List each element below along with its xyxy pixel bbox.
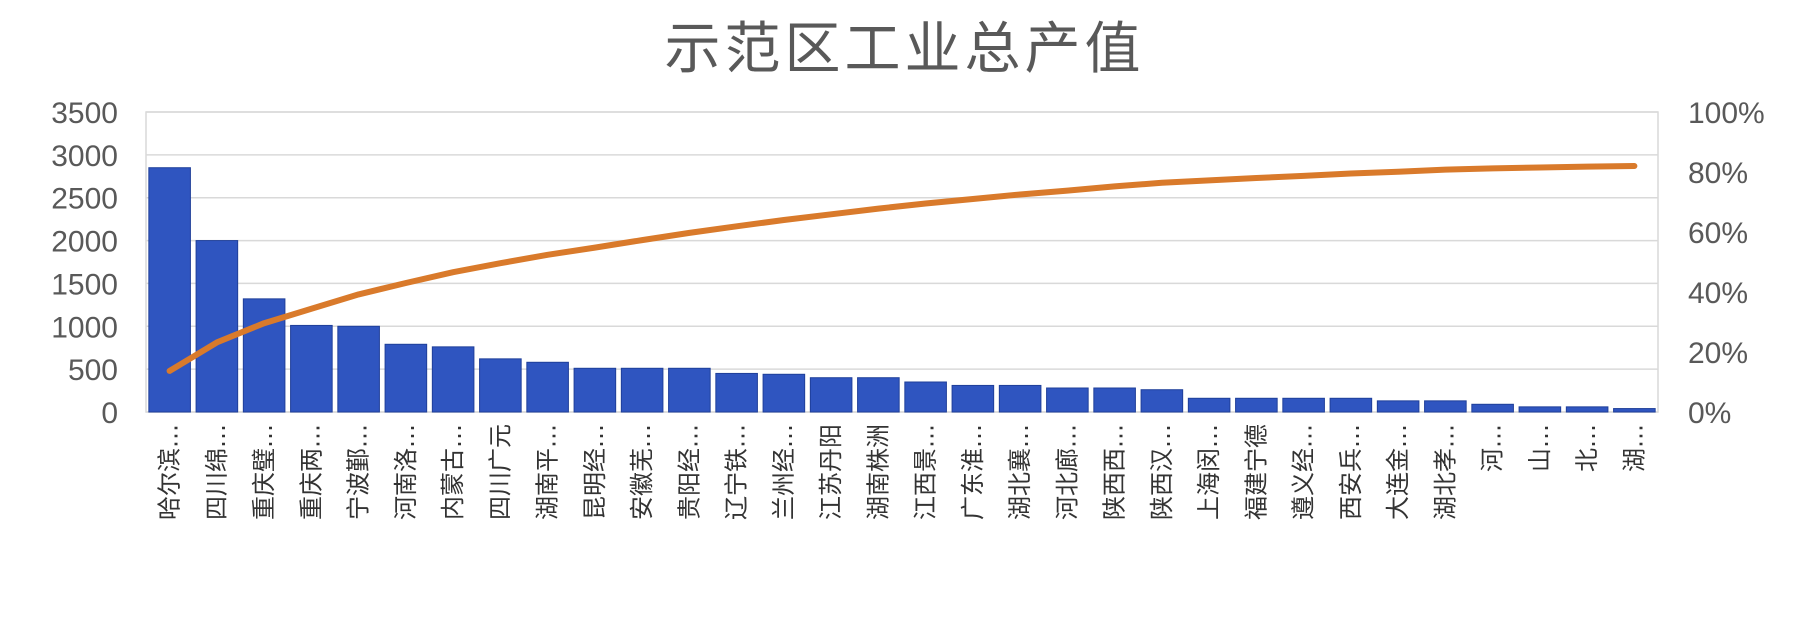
category-label: 山… xyxy=(1526,424,1554,472)
bar xyxy=(1140,389,1184,413)
left-axis-tick-label: 500 xyxy=(68,354,118,387)
category-label: 北… xyxy=(1573,424,1601,472)
category-label: 哈尔滨… xyxy=(156,424,184,520)
bar xyxy=(998,384,1042,413)
category-label: 湖南株洲 xyxy=(864,424,892,520)
bar xyxy=(809,377,853,413)
bar xyxy=(762,373,806,413)
left-axis-tick-label: 1000 xyxy=(51,311,118,344)
category-label: 重庆两… xyxy=(297,424,325,520)
category-label: 湖… xyxy=(1620,424,1648,472)
bar xyxy=(195,240,239,413)
category-label: 重庆璧… xyxy=(250,424,278,520)
category-label: 昆明经… xyxy=(581,424,609,520)
bar xyxy=(290,324,333,413)
category-label: 湖北孝… xyxy=(1431,424,1459,520)
bar xyxy=(668,367,711,413)
right-axis-tick-label: 60% xyxy=(1688,217,1748,250)
bar xyxy=(526,361,569,413)
bar xyxy=(1046,387,1089,413)
right-axis-tick-label: 20% xyxy=(1688,337,1748,370)
category-label: 江苏丹阳 xyxy=(817,424,845,520)
left-axis-tick-label: 3500 xyxy=(51,97,118,130)
category-label: 西安兵… xyxy=(1337,424,1365,520)
category-label: 宁波鄞… xyxy=(345,424,373,520)
bar xyxy=(1613,408,1656,413)
category-label: 辽宁铁… xyxy=(723,424,751,520)
bar xyxy=(431,346,475,413)
bar xyxy=(1282,397,1325,413)
bar xyxy=(384,343,428,413)
category-label: 上海闵… xyxy=(1195,424,1223,520)
bar xyxy=(573,367,617,413)
category-label: 四川绵… xyxy=(203,424,231,520)
category-label: 内蒙古… xyxy=(439,424,467,520)
category-label: 福建宁德 xyxy=(1242,424,1270,520)
bar xyxy=(1093,387,1136,413)
category-label: 安徽芜… xyxy=(628,424,656,520)
left-axis-tick-label: 0 xyxy=(101,397,118,430)
category-label: 遵义经… xyxy=(1290,424,1318,520)
cumulative-line xyxy=(166,163,1638,374)
category-label: 湖南平… xyxy=(534,424,562,520)
bar xyxy=(715,372,758,413)
category-label: 河北廊… xyxy=(1053,424,1081,520)
bar xyxy=(857,377,900,413)
category-label: 陕西汉… xyxy=(1148,424,1176,520)
bar xyxy=(479,358,522,413)
category-label: 四川广元 xyxy=(486,424,514,520)
bar xyxy=(1424,400,1467,413)
chart-title: 示范区工业总产值 xyxy=(664,17,1145,82)
right-axis-tick-label: 100% xyxy=(1688,97,1765,130)
bar xyxy=(904,381,947,413)
bar xyxy=(337,325,380,413)
category-label: 河南洛… xyxy=(392,424,420,520)
left-axis-tick-label: 2500 xyxy=(51,183,118,216)
category-label: 湖北襄… xyxy=(1006,424,1034,520)
bar xyxy=(1376,400,1420,413)
bar xyxy=(620,367,664,413)
category-label: 河… xyxy=(1479,424,1507,472)
category-label: 陕西西… xyxy=(1101,424,1129,520)
left-axis-tick-label: 3000 xyxy=(51,140,118,173)
bar xyxy=(1329,397,1373,413)
bar xyxy=(1187,397,1231,413)
right-axis-tick-label: 40% xyxy=(1688,277,1748,310)
left-axis-tick-label: 1500 xyxy=(51,268,118,301)
bar xyxy=(1471,403,1514,413)
bar xyxy=(1235,397,1278,413)
bar xyxy=(148,167,191,413)
category-label: 兰州经… xyxy=(770,424,798,520)
bar xyxy=(1518,406,1562,413)
right-axis-tick-label: 0% xyxy=(1688,397,1731,430)
left-axis-tick-label: 2000 xyxy=(51,226,118,259)
category-label: 贵阳经… xyxy=(675,424,703,520)
category-label: 江西景… xyxy=(912,424,940,520)
category-label: 广东淮… xyxy=(959,424,987,520)
bar xyxy=(1565,406,1609,413)
category-label: 大连金… xyxy=(1384,424,1412,520)
bar xyxy=(951,384,995,413)
right-axis-tick-label: 80% xyxy=(1688,157,1748,190)
